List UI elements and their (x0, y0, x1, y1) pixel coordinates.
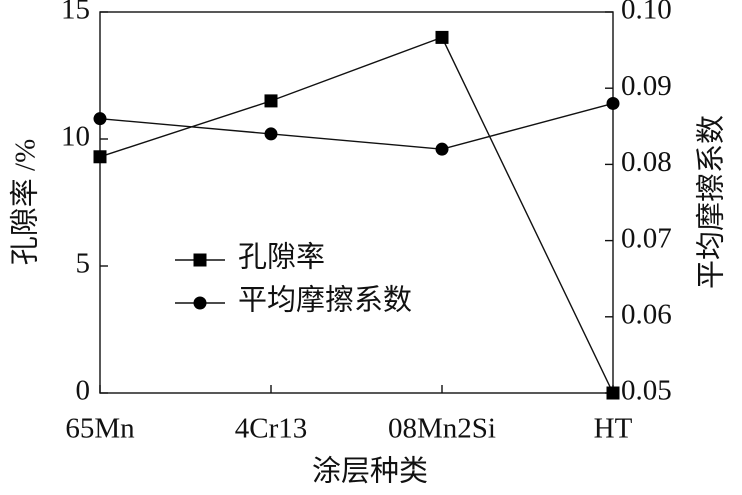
x-axis-label: 涂层种类 (312, 455, 428, 488)
y2-tick-label: 0.05 (621, 375, 672, 407)
legend-label: 孔隙率 (238, 241, 325, 274)
data-point (435, 142, 449, 156)
x-tick-label: 08Mn2Si (388, 413, 496, 445)
y2-tick-label: 0.08 (621, 146, 672, 178)
data-point (93, 150, 107, 164)
legend-label: 平均摩擦系数 (238, 284, 412, 317)
y2-tick-label: 0.06 (621, 298, 672, 330)
series-line (99, 36, 614, 394)
plot-frame (99, 11, 614, 394)
legend-marker (193, 296, 207, 310)
y2-tick-label: 0.10 (621, 0, 672, 26)
data-point (435, 30, 449, 44)
data-point (606, 386, 620, 400)
y-tick-label: 15 (61, 0, 90, 26)
data-point (93, 112, 107, 126)
y2-tick-label: 0.09 (621, 70, 672, 102)
y2-axis-label: 平均摩擦系数 (695, 115, 728, 289)
data-point (264, 94, 278, 108)
y-tick-label: 0 (76, 375, 91, 407)
series-line (99, 102, 614, 150)
legend-marker (193, 253, 207, 267)
y-tick-label: 5 (76, 248, 91, 280)
y-tick-label: 10 (61, 121, 90, 153)
y-axis-label: 孔隙率 /% (9, 139, 42, 265)
y2-tick-label: 0.07 (621, 222, 672, 254)
data-point (606, 96, 620, 110)
data-point (264, 127, 278, 141)
x-tick-label: HT (594, 413, 633, 445)
x-tick-label: 4Cr13 (235, 413, 308, 445)
x-tick-label: 65Mn (65, 413, 135, 445)
